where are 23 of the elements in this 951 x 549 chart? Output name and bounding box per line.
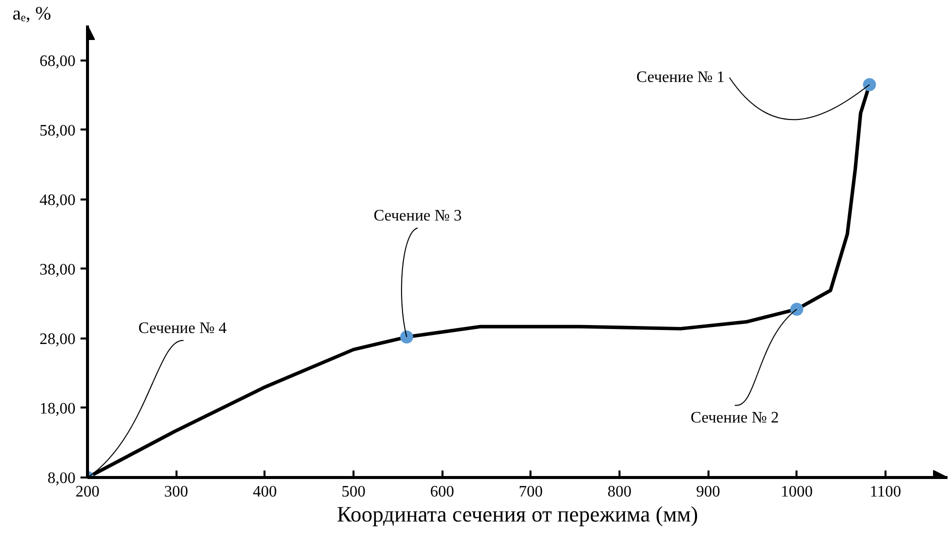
annotation: Сечение № 2	[690, 410, 779, 427]
annotation: Сечение № 3	[374, 208, 462, 225]
x-tick-label: 400	[252, 484, 277, 500]
y-tick-label: 58,00	[40, 122, 76, 140]
y-tick-label: 48,00	[40, 192, 76, 209]
annotation: Сечение № 4	[138, 320, 227, 337]
y-tick-label: 28,00	[40, 330, 76, 348]
x-tick-label: 1100	[870, 484, 902, 500]
x-axis-title: Координата сечения от пережима (мм)	[336, 502, 698, 526]
y-tick-label: 8,00	[48, 470, 76, 487]
y-axis-title: aₑ, %	[12, 4, 52, 24]
x-tick-label: 800	[607, 484, 632, 500]
x-tick-label: 900	[696, 484, 720, 500]
x-tick-label: 700	[518, 484, 543, 500]
x-tick-label: 300	[164, 484, 188, 500]
y-tick-label: 68,00	[40, 52, 76, 70]
x-tick-label: 600	[430, 484, 454, 500]
annotation: Сечение № 1	[636, 69, 725, 86]
y-tick-label: 38,00	[40, 261, 76, 278]
x-tick-label: 200	[76, 484, 100, 500]
x-tick-label: 1000	[780, 484, 813, 500]
x-tick-label: 500	[341, 484, 366, 500]
y-tick-label: 18,00	[40, 400, 76, 418]
